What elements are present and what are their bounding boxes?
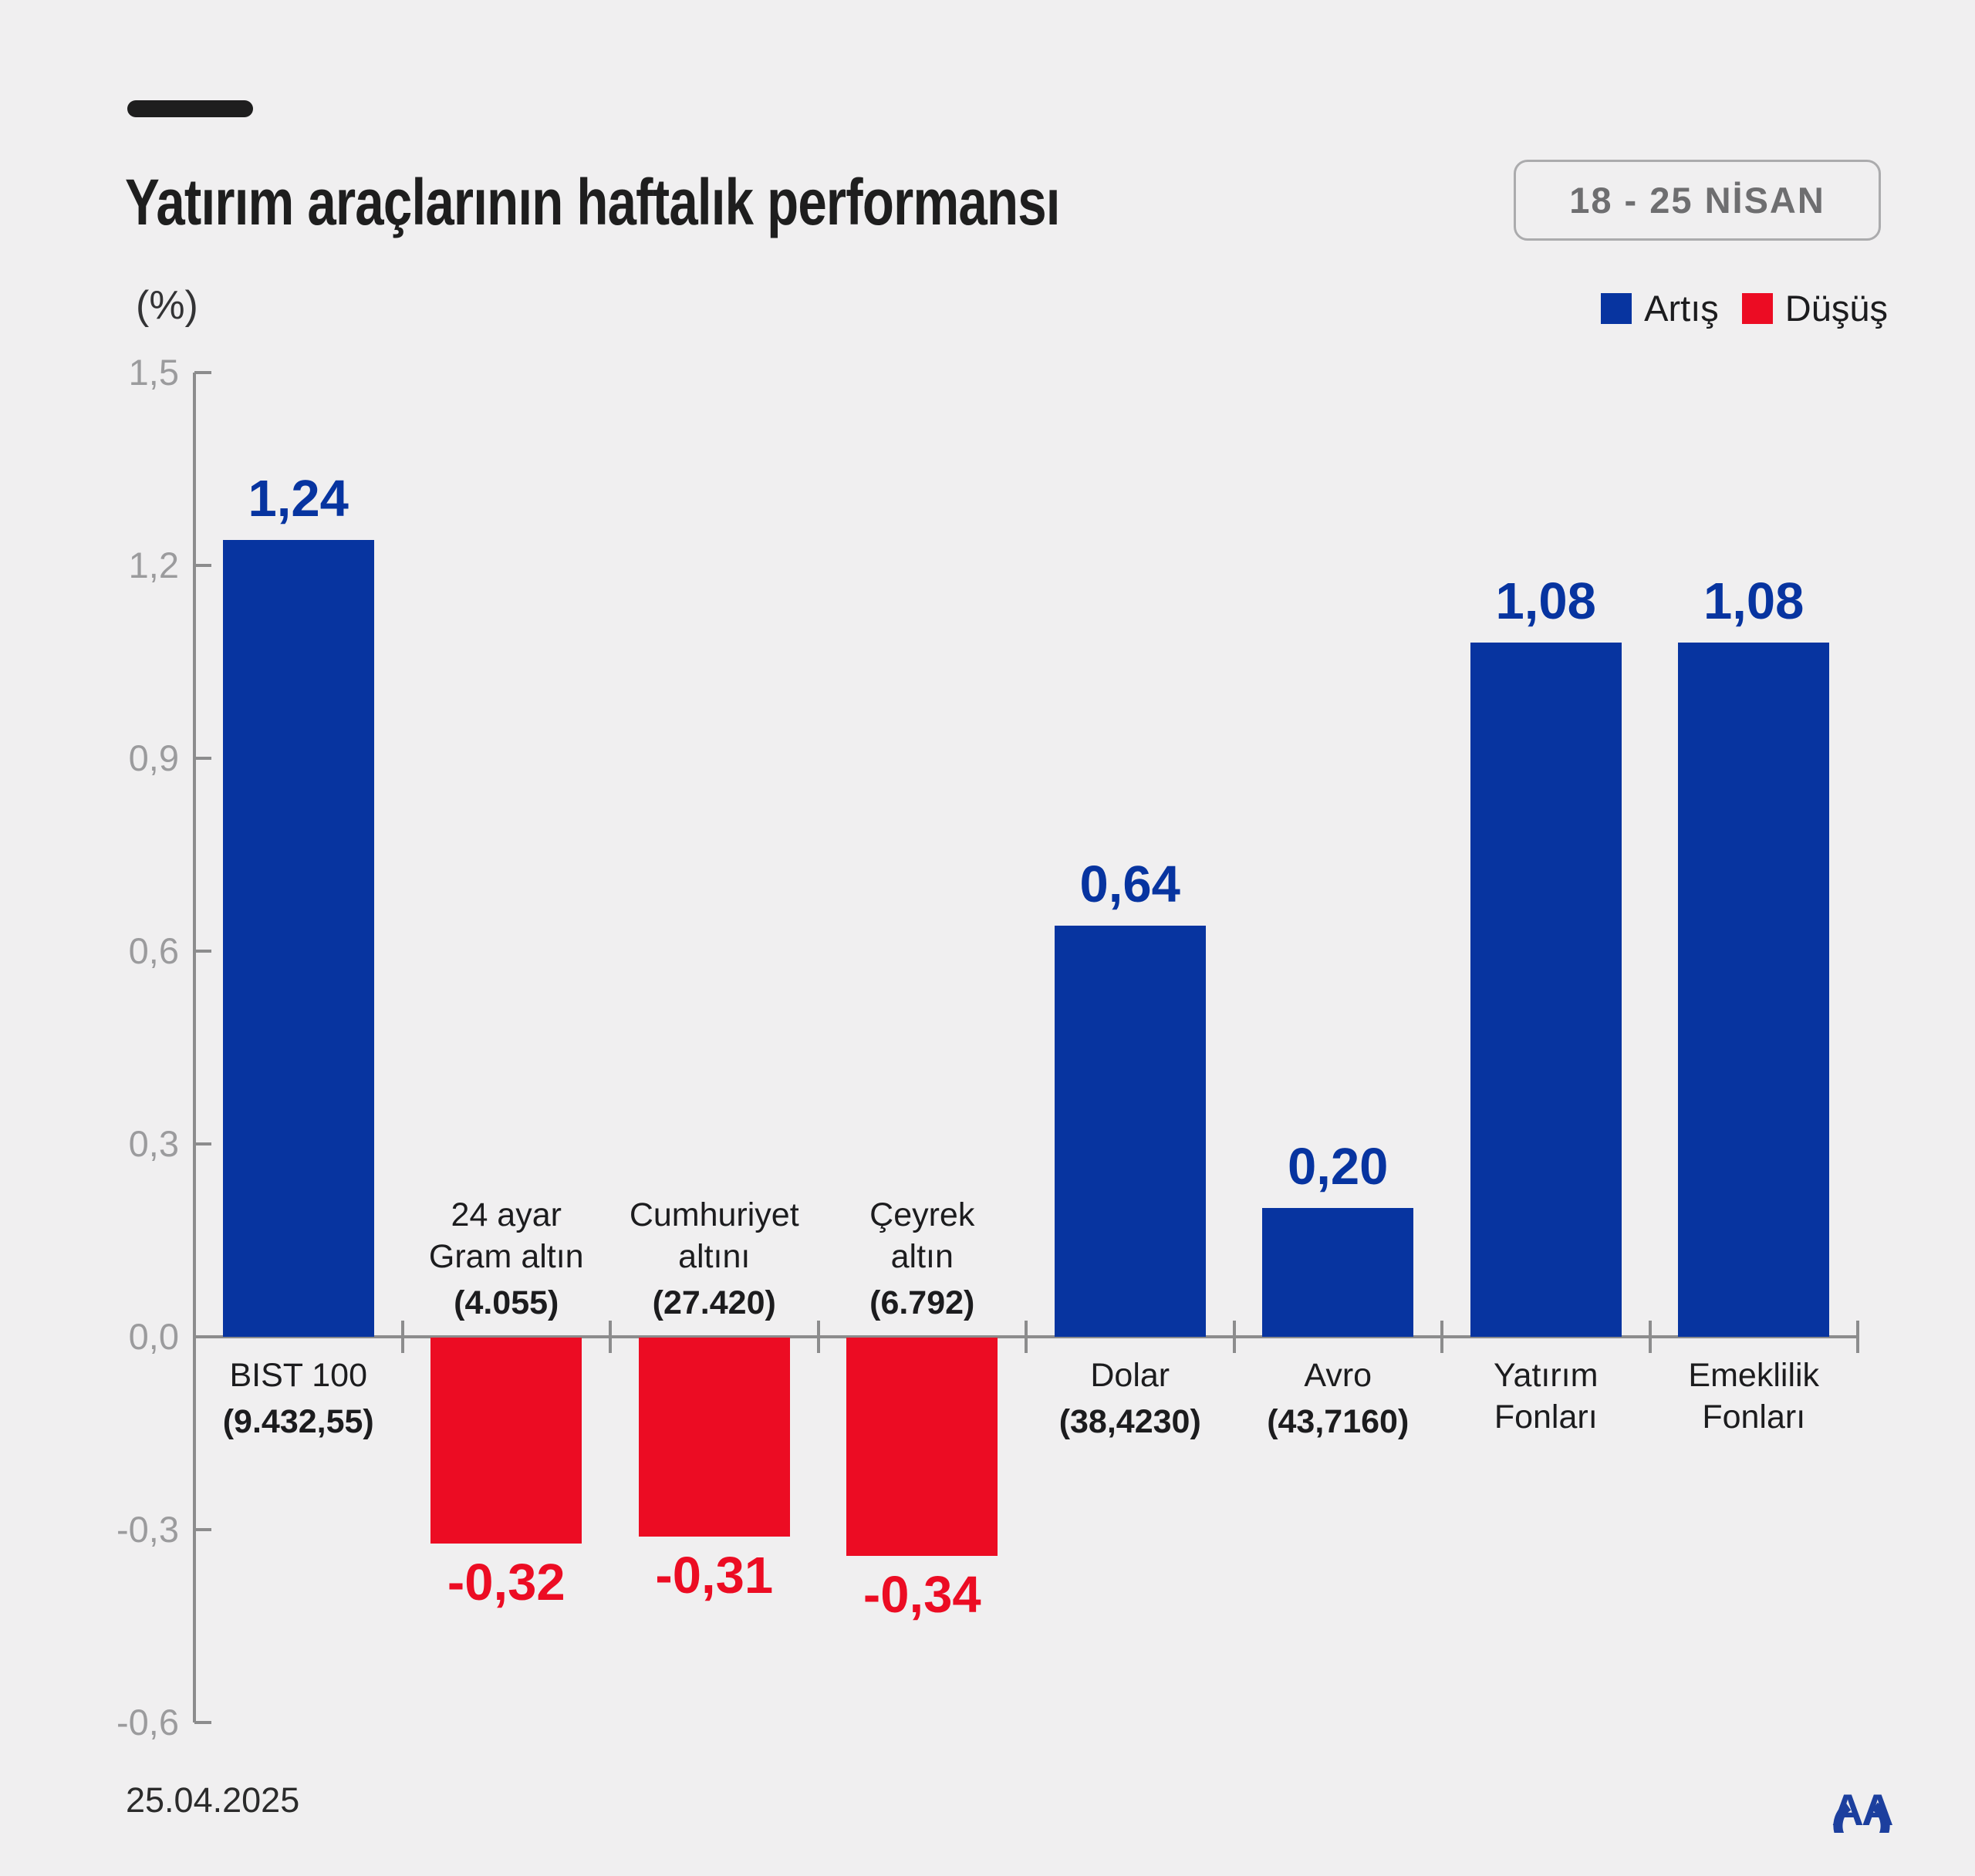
bar-cumhuriyet-altini — [638, 1338, 790, 1537]
y-axis — [193, 373, 196, 1722]
bar-value-label-yatirim-fonlari: 1,08 — [1495, 572, 1596, 630]
x-tick — [1648, 1321, 1652, 1353]
y-tick-label: 1,2 — [128, 545, 179, 585]
category-label-avro: Avro (43,7160) — [1214, 1355, 1461, 1442]
bar-avro — [1262, 1208, 1414, 1337]
anadolu-agency-logo: AA — [1832, 1786, 1895, 1833]
x-tick — [609, 1321, 612, 1353]
x-tick — [1025, 1321, 1028, 1353]
category-name-line: Emeklilik — [1688, 1357, 1820, 1394]
y-axis-unit-label: (%) — [136, 283, 198, 328]
bar-value-label-ceyrek-altin: -0,34 — [863, 1566, 981, 1625]
bar-yatirim-fonlari — [1470, 643, 1622, 1337]
y-tick-label: 1,5 — [128, 352, 179, 393]
category-name-line: Dolar — [1090, 1357, 1170, 1394]
bar-value-label-cumhuriyet-altini: -0,31 — [655, 1547, 774, 1605]
y-tick — [194, 1720, 211, 1724]
y-tick-label: -0,6 — [116, 1701, 179, 1743]
category-sublabel: (38,4230) — [1058, 1403, 1201, 1440]
y-tick-label: 0,9 — [128, 737, 179, 778]
y-tick — [194, 757, 211, 760]
x-tick — [816, 1321, 820, 1353]
category-sublabel: (4.055) — [454, 1284, 559, 1321]
bar-emeklilik-fonlari — [1678, 643, 1830, 1337]
page-title: Yatırım araçlarının haftalık performansı — [125, 166, 1060, 238]
category-name-line: Fonları — [1702, 1399, 1806, 1436]
category-sublabel: (9.432,55) — [222, 1403, 374, 1440]
y-tick-label: 0,3 — [128, 1123, 179, 1164]
bar-value-label-dolar: 0,64 — [1079, 855, 1180, 913]
bar-bist-100 — [222, 539, 374, 1337]
x-tick — [400, 1321, 404, 1353]
category-label-emeklilik-fonlari: Emeklilik Fonları — [1630, 1355, 1877, 1438]
bar-value-label-avro: 0,20 — [1288, 1138, 1389, 1196]
category-sublabel: (27.420) — [652, 1284, 776, 1321]
y-tick — [194, 564, 211, 567]
bar-ceyrek-altin — [846, 1338, 998, 1557]
bar-value-label-24-ayar-gram-altin: -0,32 — [447, 1553, 565, 1611]
y-tick-label: -0,3 — [116, 1508, 179, 1550]
y-tick — [194, 371, 211, 374]
category-label-cumhuriyet-altini: Cumhuriyet altını (27.420) — [591, 1194, 838, 1324]
y-tick — [194, 1527, 211, 1531]
category-sublabel: (43,7160) — [1267, 1403, 1410, 1440]
legend-label-increase: Artış — [1644, 288, 1719, 329]
x-tick — [1440, 1321, 1443, 1353]
publication-date: 25.04.2025 — [126, 1780, 300, 1820]
period-badge: 18 - 25 NİSAN — [1514, 160, 1881, 241]
category-label-bist-100: BIST 100 (9.432,55) — [175, 1355, 422, 1442]
decrease-swatch-icon — [1741, 292, 1773, 324]
svg-text:AA: AA — [1832, 1786, 1892, 1833]
y-tick — [194, 1142, 211, 1146]
category-sublabel: (6.792) — [869, 1284, 975, 1321]
y-tick-label: 0,0 — [128, 1316, 179, 1357]
category-label-ceyrek-altin: Çeyrek altın (6.792) — [798, 1194, 1045, 1324]
category-name-line: Cumhuriyet — [629, 1196, 799, 1233]
title-dash — [127, 100, 253, 117]
category-name-line: altını — [678, 1238, 751, 1275]
period-badge-text: 18 - 25 NİSAN — [1569, 180, 1825, 221]
category-name-line: Çeyrek — [869, 1196, 975, 1233]
category-name-line: Fonları — [1494, 1399, 1598, 1436]
category-name-line: Gram altın — [428, 1238, 584, 1275]
bar-value-label-bist-100: 1,24 — [248, 469, 349, 528]
category-name-line: altın — [890, 1238, 954, 1275]
category-label-24-ayar-gram-altin: 24 ayar Gram altın (4.055) — [383, 1194, 630, 1324]
y-tick — [194, 950, 211, 953]
category-label-dolar: Dolar (38,4230) — [1007, 1355, 1254, 1442]
bar-dolar — [1054, 925, 1206, 1337]
bar-24-ayar-gram-altin — [430, 1338, 582, 1544]
category-name-line: 24 ayar — [451, 1196, 562, 1233]
chart-legend: Artış Düşüş — [1601, 287, 1888, 329]
category-name-line: Avro — [1304, 1357, 1372, 1394]
y-tick-label: 0,6 — [128, 930, 179, 971]
x-tick — [1856, 1321, 1859, 1353]
category-name-line: BIST 100 — [229, 1357, 368, 1394]
legend-label-decrease: Düşüş — [1784, 288, 1888, 329]
y-tick — [194, 1335, 211, 1338]
x-tick — [1232, 1321, 1236, 1353]
bar-value-label-emeklilik-fonlari: 1,08 — [1703, 572, 1805, 630]
category-label-yatirim-fonlari: Yatırım Fonları — [1423, 1355, 1669, 1438]
legend-item-decrease: Düşüş — [1741, 287, 1888, 329]
increase-swatch-icon — [1601, 292, 1632, 324]
category-name-line: Yatırım — [1494, 1357, 1599, 1394]
legend-item-increase: Artış — [1601, 287, 1719, 329]
